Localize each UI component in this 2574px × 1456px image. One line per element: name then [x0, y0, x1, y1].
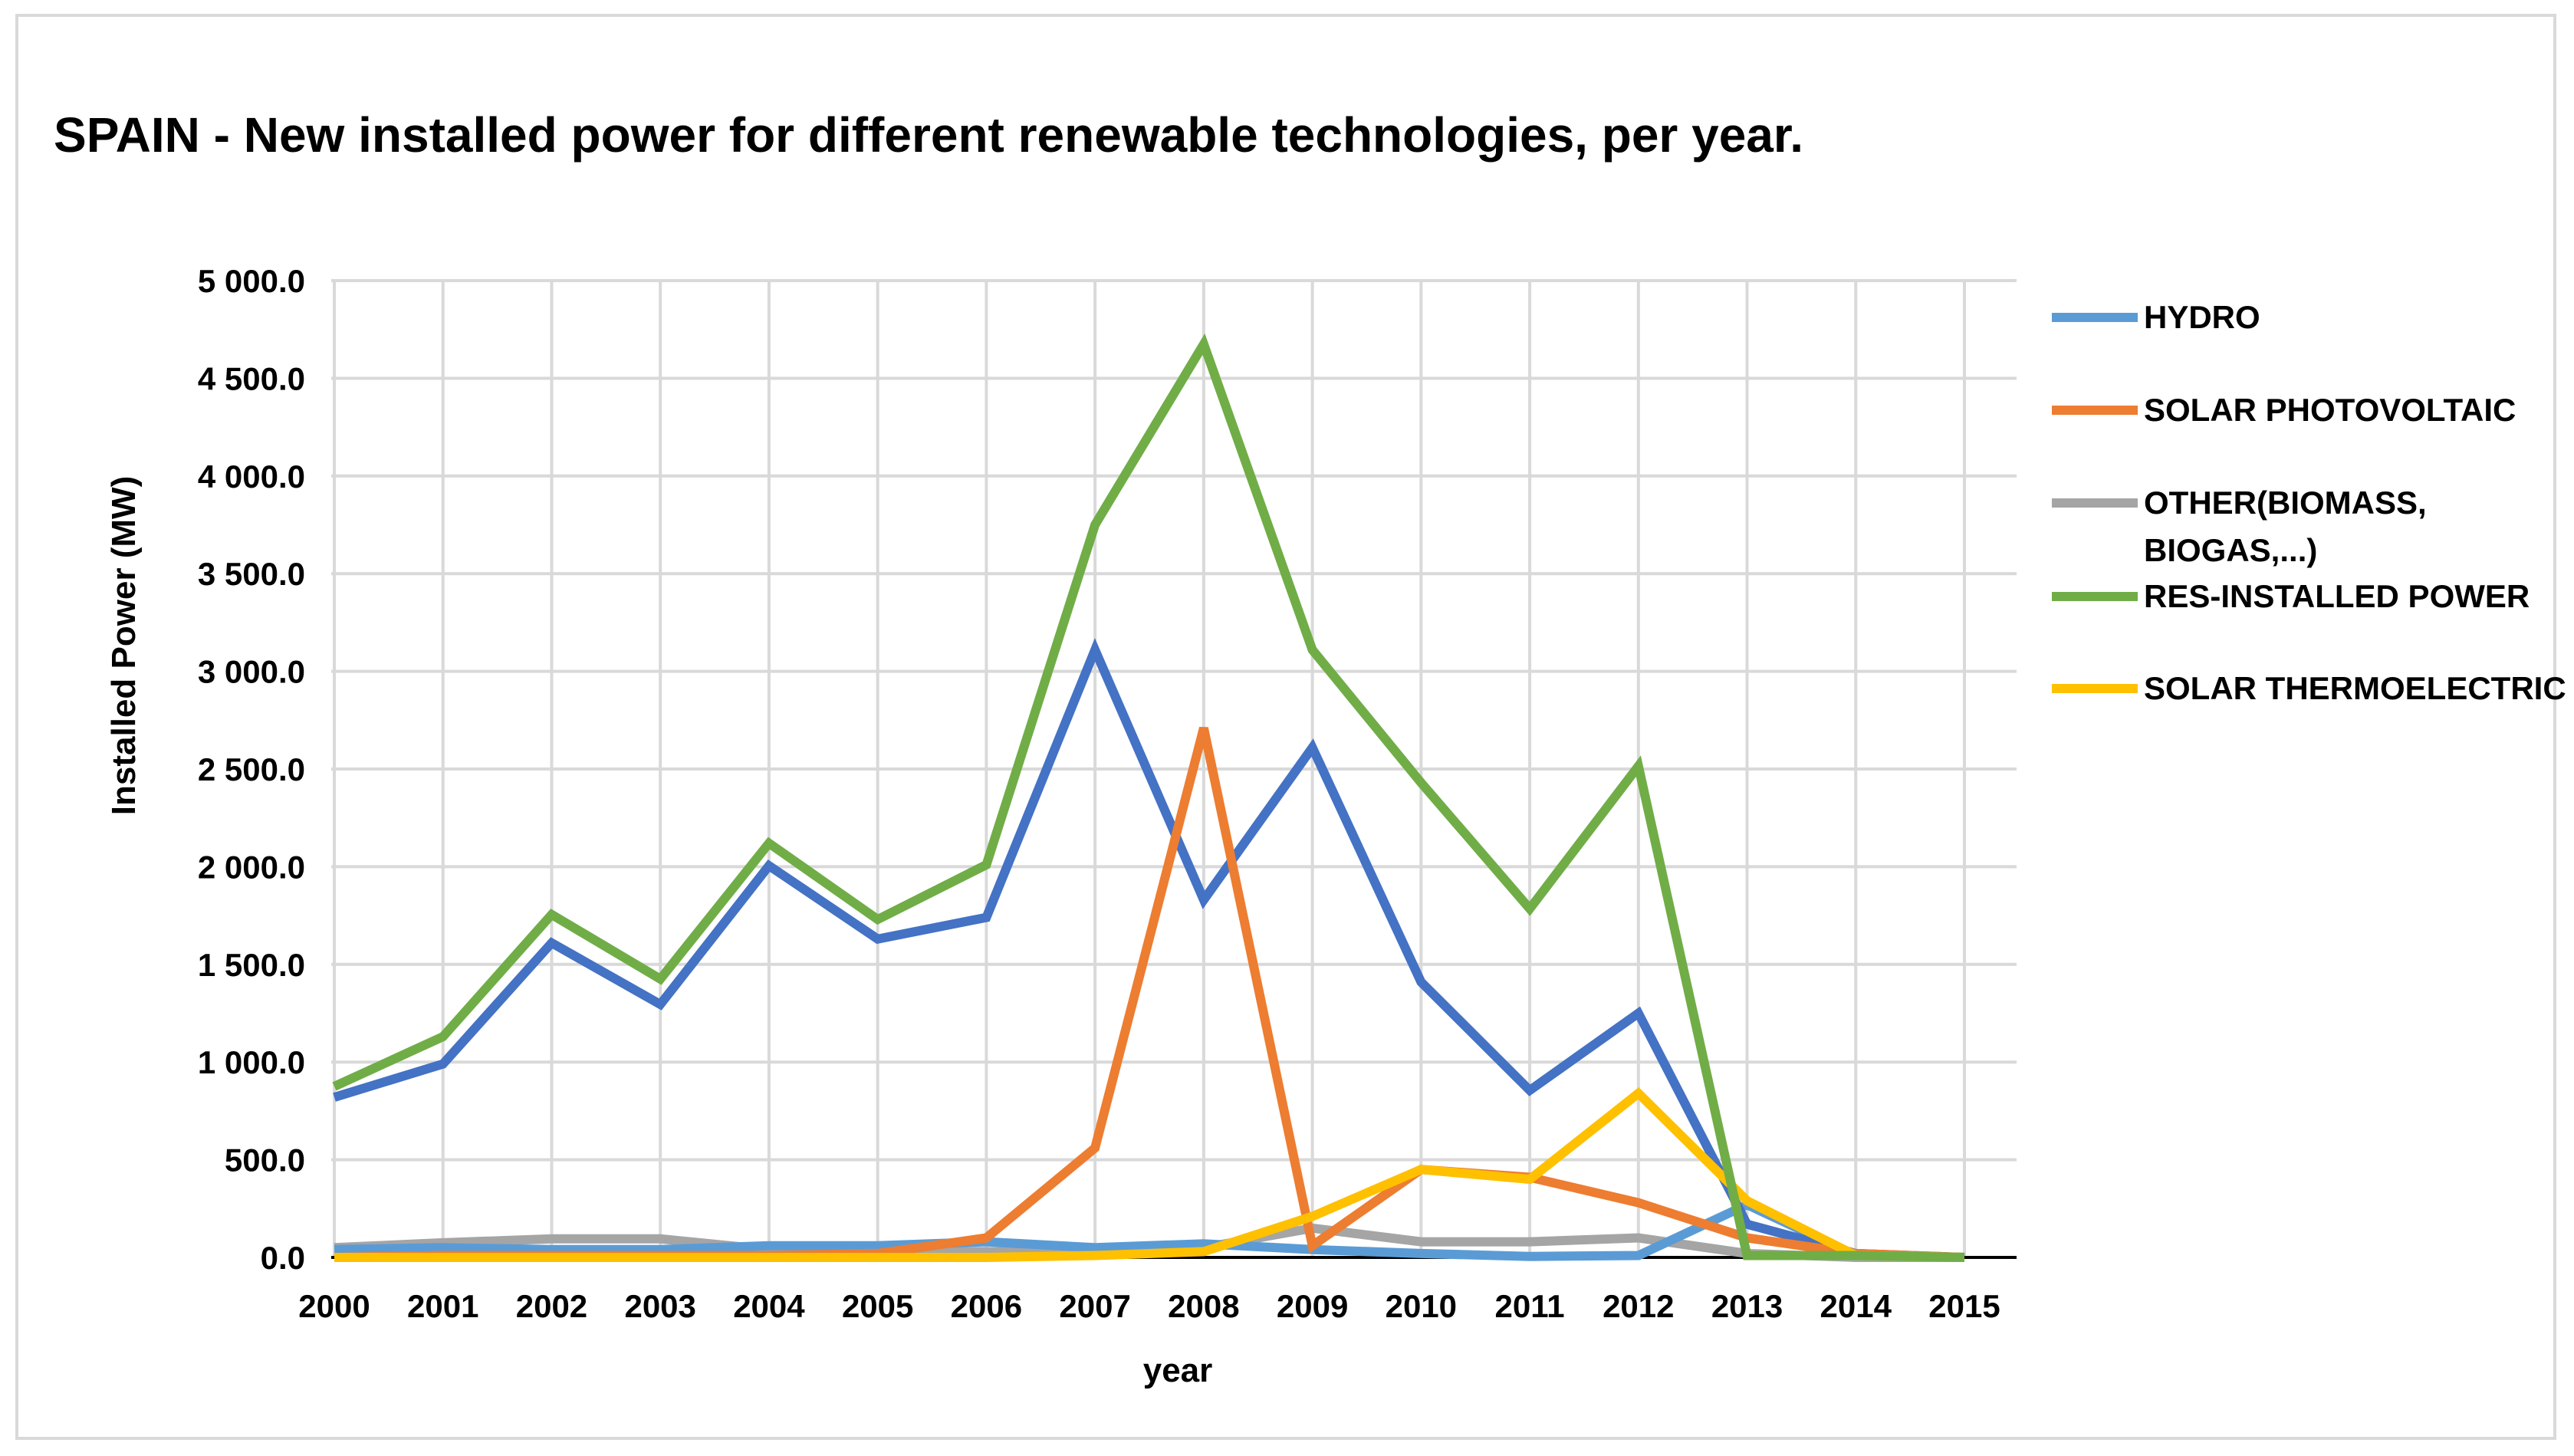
series-lines — [332, 333, 1965, 1262]
legend: OTHER(BIOMASS, BIOGAS,...) HYDRO SOLAR PHOT… — [2052, 299, 2566, 706]
y-tick-label: 2 500.0 — [198, 751, 305, 787]
y-tick-label: 3 000.0 — [198, 654, 305, 690]
legend-label: SOLAR THERMOELECTRIC — [2144, 670, 2566, 706]
y-tick-label: 2 000.0 — [198, 849, 305, 885]
x-axis-label: year — [1143, 1352, 1213, 1389]
y-tick-label: 3 500.0 — [198, 556, 305, 592]
x-tick-label: 2000 — [298, 1288, 370, 1324]
x-tick-label: 2003 — [624, 1288, 695, 1324]
legend-label: OTHER(BIOMASS, — [2144, 485, 2427, 521]
x-tick-label: 2001 — [407, 1288, 478, 1324]
x-tick-label: 2010 — [1386, 1288, 1457, 1324]
chart-frame — [15, 14, 2556, 1440]
x-tick-label: 2002 — [516, 1288, 587, 1324]
x-tick-label: 2009 — [1277, 1288, 1348, 1324]
x-tick-label: 2014 — [1820, 1288, 1892, 1324]
legend-label: BIOGAS,...) — [2144, 532, 2317, 568]
legend-label: HYDRO — [2144, 299, 2260, 335]
series-line-solar-thermoelectric — [334, 1086, 1965, 1262]
gridlines — [331, 279, 2017, 1257]
chart-title: SPAIN - New installed power for differen… — [54, 107, 1803, 163]
y-tick-label: 4 000.0 — [198, 458, 305, 495]
y-tick-label: 5 000.0 — [198, 263, 305, 299]
series-line-unlabeled-series — [333, 638, 1965, 1262]
legend-label: RES-INSTALLED POWER — [2144, 578, 2530, 614]
x-tick-label: 2012 — [1603, 1288, 1674, 1324]
x-tick-label: 2005 — [842, 1288, 913, 1324]
y-tick-label: 4 500.0 — [198, 360, 305, 396]
y-tick-label: 1 000.0 — [198, 1044, 305, 1080]
y-tick-label: 0.0 — [261, 1240, 305, 1276]
x-tick-label: 2015 — [1928, 1288, 2000, 1324]
x-tick-label: 2013 — [1711, 1288, 1783, 1324]
y-tick-label: 1 500.0 — [198, 947, 305, 983]
x-tick-label: 2006 — [951, 1288, 1022, 1324]
series-line-hydro — [334, 1199, 1965, 1262]
y-tick-label: 500.0 — [225, 1142, 305, 1178]
x-tick-label: 2004 — [733, 1288, 805, 1324]
x-tick-label: 2008 — [1168, 1288, 1239, 1324]
series-line-res-installed-power — [332, 333, 1965, 1262]
tick-labels: 0.0 500.0 1 000.0 1 500.0 2 000.0 2 500.0 3 00… — [198, 263, 2000, 1324]
x-tick-label: 2011 — [1495, 1288, 1565, 1324]
legend-label: SOLAR PHOTOVOLTAIC — [2144, 392, 2516, 428]
x-tick-label: 2007 — [1059, 1288, 1130, 1324]
y-axis-label: Installed Power (MW) — [105, 476, 143, 815]
